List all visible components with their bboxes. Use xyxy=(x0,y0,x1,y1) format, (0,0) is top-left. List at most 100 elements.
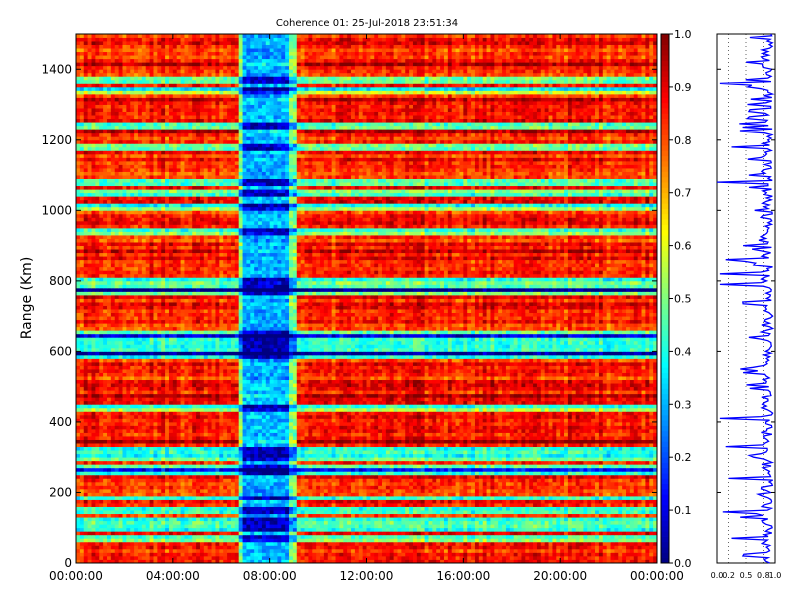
heatmap-cell xyxy=(378,528,382,532)
heatmap-cell xyxy=(583,552,587,556)
heatmap-cell xyxy=(494,528,498,532)
heatmap-cell xyxy=(448,542,452,546)
heatmap-cell xyxy=(316,552,320,556)
heatmap-cell xyxy=(642,538,646,542)
heatmap-cell xyxy=(320,528,324,532)
heatmap-cell xyxy=(448,528,452,532)
heatmap-cell xyxy=(301,552,305,556)
heatmap-cell xyxy=(490,556,494,560)
heatmap-cell xyxy=(568,549,572,553)
heatmap-cell xyxy=(312,556,316,560)
heatmap-cell xyxy=(215,528,219,532)
heatmap-cell xyxy=(235,524,239,528)
heatmap-cell xyxy=(560,531,564,535)
heatmap-cell xyxy=(227,538,231,542)
heatmap-cell xyxy=(611,528,615,532)
heatmap-cell xyxy=(243,535,247,539)
heatmap-cell xyxy=(223,542,227,546)
heatmap-cell xyxy=(138,524,142,528)
heatmap-cell xyxy=(142,549,146,553)
heatmap-cell xyxy=(80,545,84,549)
heatmap-cell xyxy=(541,535,545,539)
heatmap-cell xyxy=(212,549,216,553)
heatmap-cell xyxy=(204,552,208,556)
heatmap-cell xyxy=(134,556,138,560)
heatmap-cell xyxy=(188,535,192,539)
heatmap-cell xyxy=(510,549,514,553)
heatmap-cell xyxy=(200,531,204,535)
heatmap-cell xyxy=(514,549,518,553)
heatmap-cell xyxy=(196,524,200,528)
heatmap-cell xyxy=(80,535,84,539)
heatmap-cell xyxy=(138,538,142,542)
heatmap-cell xyxy=(444,528,448,532)
heatmap-cell xyxy=(428,545,432,549)
heatmap-cell xyxy=(367,545,371,549)
heatmap-cell xyxy=(138,542,142,546)
heatmap-cell xyxy=(150,552,154,556)
heatmap-cell xyxy=(421,528,425,532)
heatmap-cell xyxy=(111,545,115,549)
heatmap-cell xyxy=(502,542,506,546)
heatmap-cell xyxy=(607,535,611,539)
heatmap-cell xyxy=(231,531,235,535)
heatmap-cell xyxy=(603,538,607,542)
heatmap-cell xyxy=(177,528,181,532)
heatmap-cell xyxy=(320,556,324,560)
heatmap-cell xyxy=(634,542,638,546)
heatmap-cell xyxy=(192,556,196,560)
heatmap-cell xyxy=(99,538,103,542)
heatmap-cell xyxy=(169,538,173,542)
heatmap-cell xyxy=(401,552,405,556)
heatmap-cell xyxy=(111,531,115,535)
heatmap-cell xyxy=(274,549,278,553)
heatmap-cell xyxy=(471,538,475,542)
heatmap-cell xyxy=(401,545,405,549)
heatmap-cell xyxy=(560,538,564,542)
heatmap-cell xyxy=(111,535,115,539)
heatmap-cell xyxy=(188,552,192,556)
heatmap-cell xyxy=(281,552,285,556)
heatmap-cell xyxy=(208,538,212,542)
heatmap-cell xyxy=(235,552,239,556)
heatmap-cell xyxy=(243,524,247,528)
heatmap-cell xyxy=(394,538,398,542)
heatmap-cell xyxy=(521,531,525,535)
heatmap-cell xyxy=(487,556,491,560)
heatmap-cell xyxy=(432,528,436,532)
heatmap-cell xyxy=(332,545,336,549)
heatmap-cell xyxy=(150,542,154,546)
heatmap-cell xyxy=(444,556,448,560)
heatmap-cell xyxy=(142,556,146,560)
heatmap-cell xyxy=(409,528,413,532)
heatmap-cell xyxy=(401,524,405,528)
heatmap-cell xyxy=(483,556,487,560)
heatmap-cell xyxy=(146,531,150,535)
heatmap-cell xyxy=(250,542,254,546)
heatmap-cell xyxy=(487,538,491,542)
heatmap-cell xyxy=(549,528,553,532)
heatmap-cell xyxy=(367,552,371,556)
heatmap-cell xyxy=(146,549,150,553)
heatmap-cell xyxy=(111,556,115,560)
heatmap-cell xyxy=(258,556,262,560)
heatmap-cell xyxy=(119,524,123,528)
heatmap-cell xyxy=(425,542,429,546)
heatmap-cell xyxy=(324,542,328,546)
heatmap-cell xyxy=(153,545,157,549)
heatmap-cell xyxy=(111,524,115,528)
heatmap-cell xyxy=(289,528,293,532)
heatmap-cell xyxy=(134,538,138,542)
heatmap-cell xyxy=(262,542,266,546)
heatmap-cell xyxy=(607,531,611,535)
heatmap-cell xyxy=(467,545,471,549)
heatmap-cell xyxy=(165,549,169,553)
heatmap-cell xyxy=(111,549,115,553)
heatmap-cell xyxy=(529,535,533,539)
heatmap-cell xyxy=(219,535,223,539)
heatmap-cell xyxy=(250,552,254,556)
heatmap-cell xyxy=(630,535,634,539)
heatmap-cell xyxy=(320,542,324,546)
heatmap-cell xyxy=(448,549,452,553)
heatmap-cell xyxy=(510,538,514,542)
